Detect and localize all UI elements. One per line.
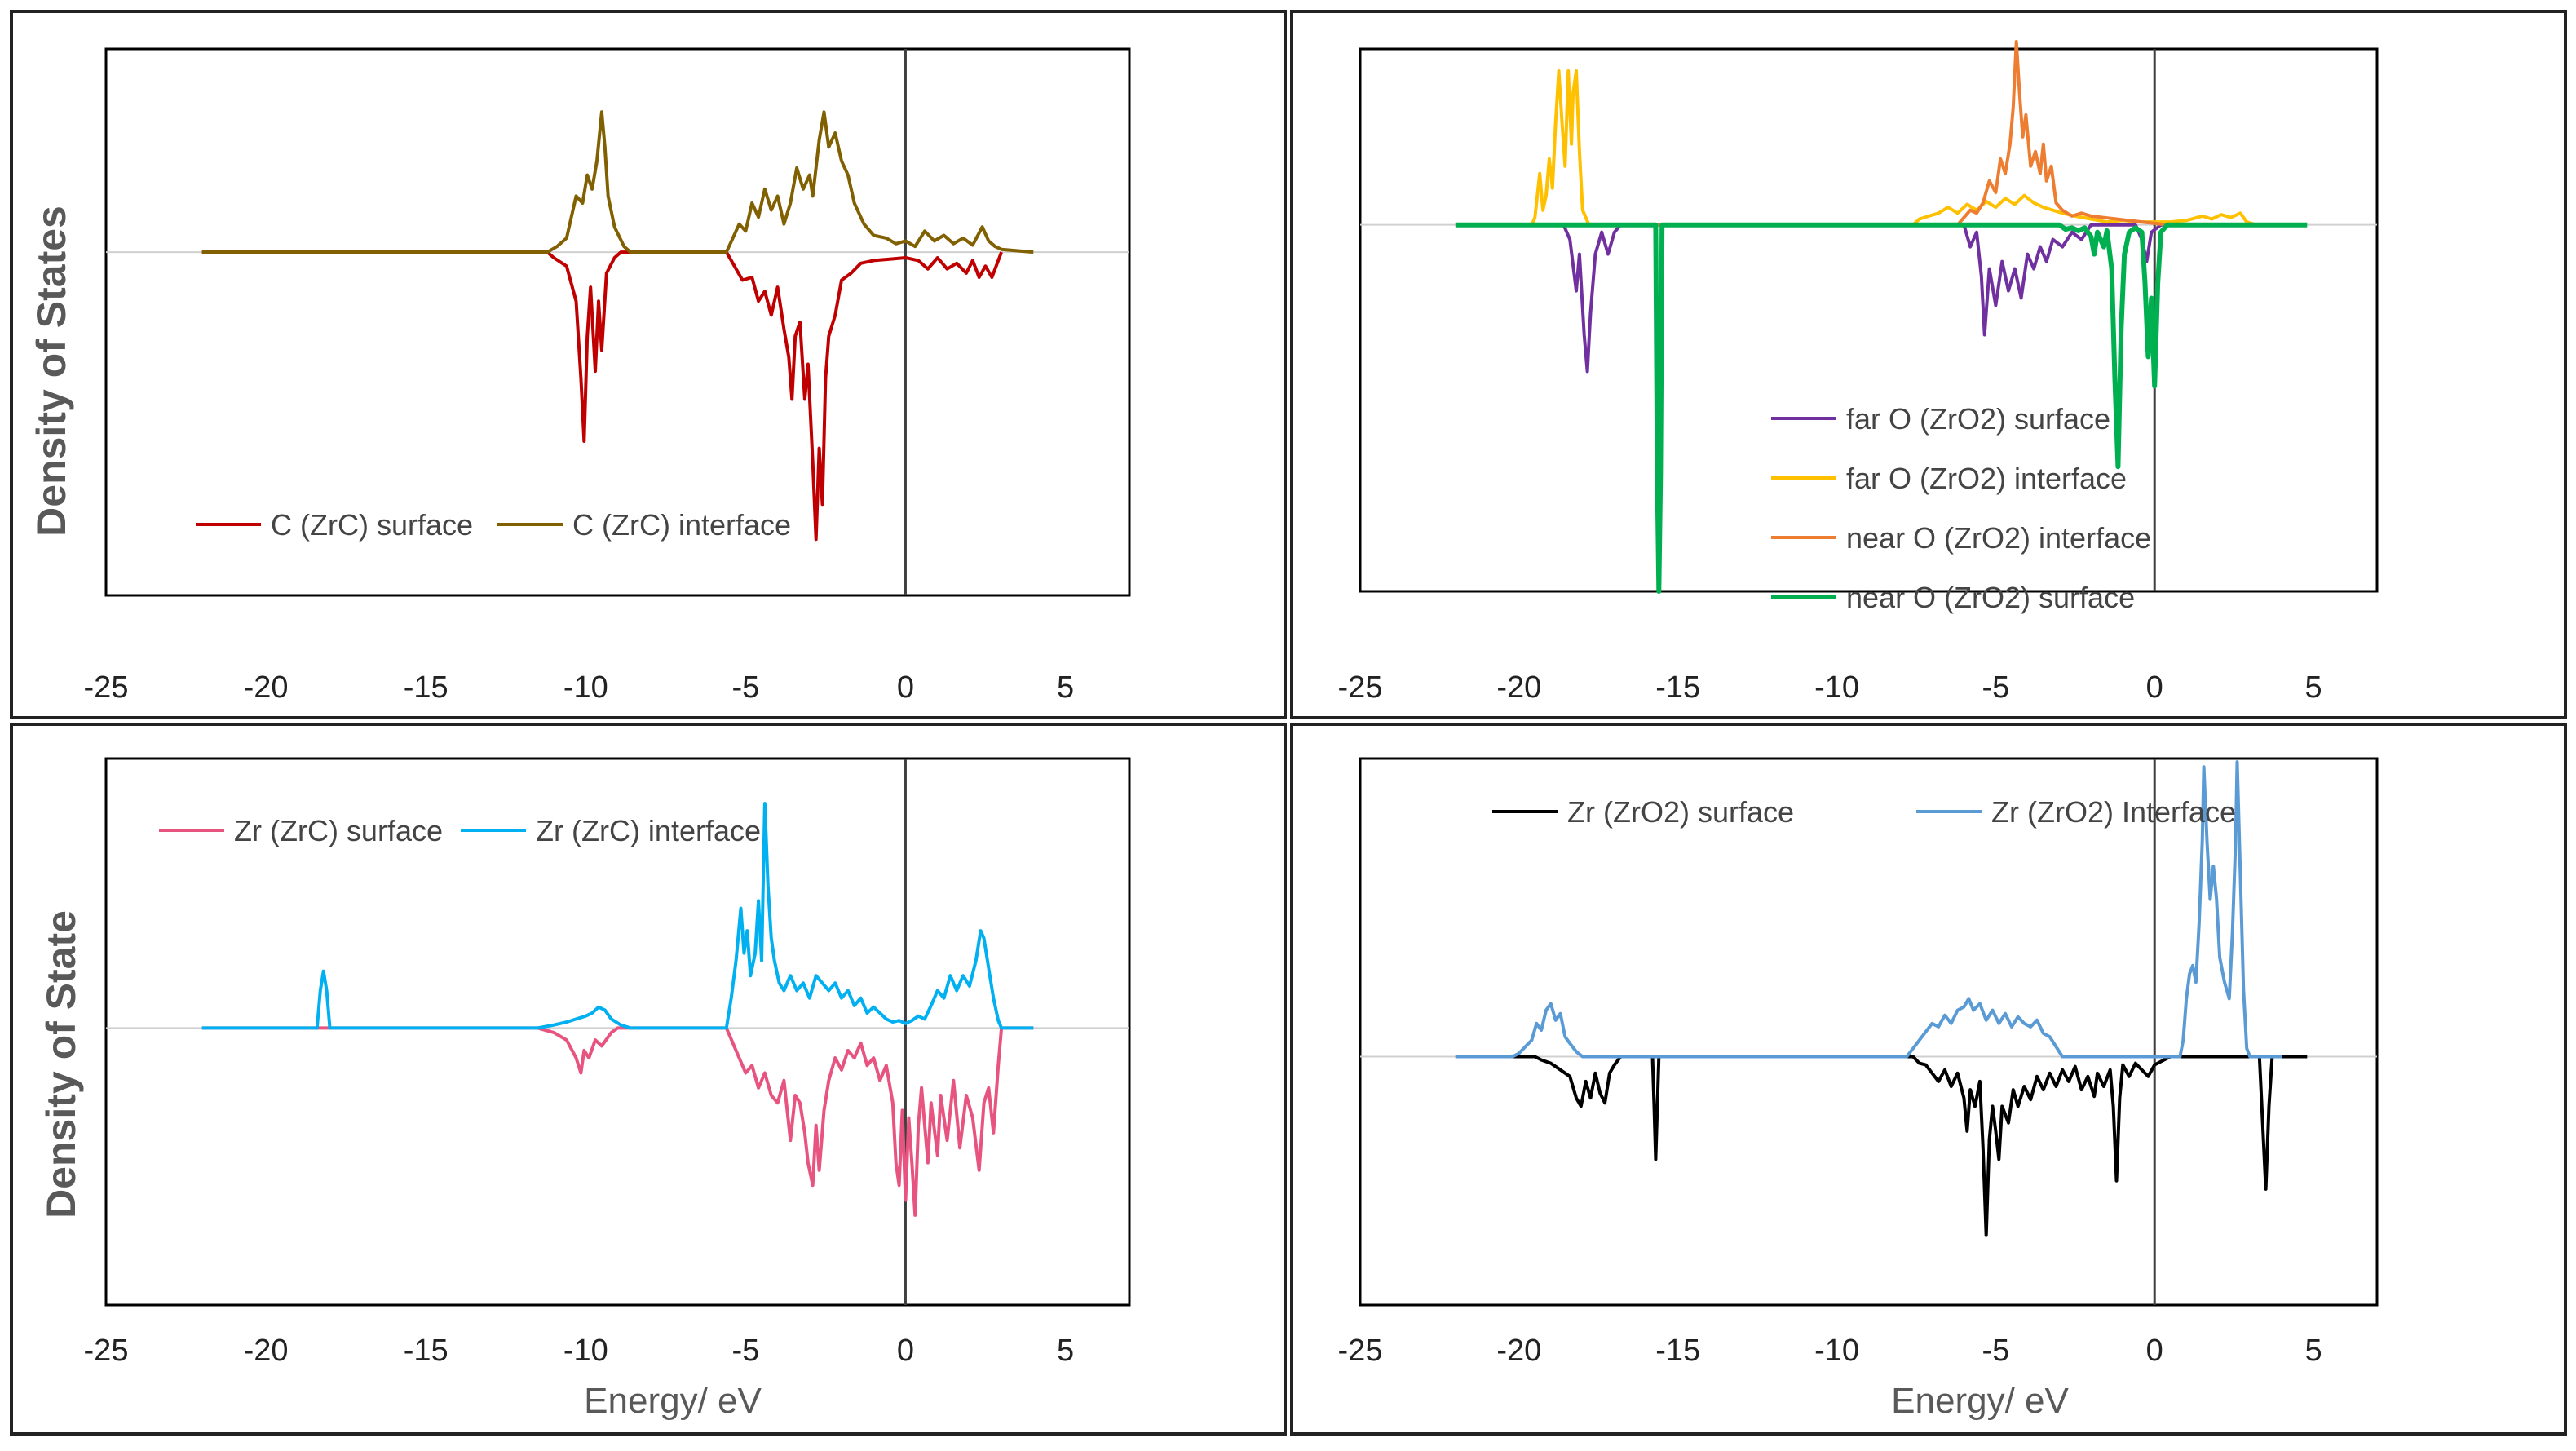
x-tick-label: -20 <box>1496 1334 1541 1368</box>
plot-area <box>104 47 1131 597</box>
x-tick-label: -15 <box>404 670 448 705</box>
x-tick-label: -10 <box>1814 1334 1859 1368</box>
chart-c-zrc: Density of States -25 -20 -15 -10 -5 0 5 C (ZrC… <box>29 47 1131 705</box>
legend-label: C (ZrC) surface <box>271 508 473 542</box>
x-tick-label: -5 <box>1982 1334 2009 1368</box>
series-line-1 <box>201 250 1003 542</box>
x-tick-label: 0 <box>897 670 914 705</box>
x-tick-label: -15 <box>1655 670 1700 705</box>
y-axis-label: Density of States <box>29 206 74 537</box>
y-axis-label: Density of State <box>38 910 84 1219</box>
x-tick-label: -20 <box>1496 670 1541 705</box>
x-tick-label: -20 <box>244 1334 289 1368</box>
legend-label: Zr (ZrC) surface <box>234 814 443 847</box>
x-tick-label: -5 <box>731 1334 759 1368</box>
series-line-2 <box>201 802 1034 1030</box>
x-tick-label: -10 <box>1814 670 1859 705</box>
x-tick-label: -15 <box>404 1334 448 1368</box>
legend-label: far O (ZrO2) surface <box>1846 402 2110 436</box>
panel-frame-top-right <box>1290 10 2567 719</box>
series-line-2 <box>1455 760 2282 1059</box>
x-tick-label: -25 <box>1338 670 1383 705</box>
panel-frame-bottom-right <box>1290 723 2567 1436</box>
x-tick-label: 5 <box>2304 1334 2322 1368</box>
x-tick-label: 5 <box>2304 670 2322 705</box>
x-tick-label: 0 <box>2146 1334 2163 1368</box>
legend: C (ZrC) surface C (ZrC) interface <box>196 508 791 542</box>
x-tick-label: -5 <box>731 670 759 705</box>
x-tick-label: -10 <box>563 1334 608 1368</box>
x-tick-label: -20 <box>244 670 289 705</box>
legend: Zr (ZrC) surface Zr (ZrC) interface <box>159 814 761 847</box>
x-tick-label: -25 <box>84 1334 129 1368</box>
x-tick-label: -15 <box>1655 1334 1700 1368</box>
series-line-2 <box>201 110 1034 254</box>
series-line-1 <box>1455 1055 2308 1237</box>
legend-label: Zr (ZrC) interface <box>536 814 761 847</box>
x-tick-label: 5 <box>1057 670 1074 705</box>
series-line-4 <box>1455 222 2308 594</box>
legend-label: near O (ZrO2) surface <box>1846 581 2135 614</box>
x-tick-label: -25 <box>84 670 129 705</box>
legend: far O (ZrO2) surface far O (ZrO2) interfa… <box>1771 402 2151 614</box>
series-line-3 <box>1455 40 2168 227</box>
plot-area <box>1359 47 2379 593</box>
x-tick-label: 0 <box>897 1334 914 1368</box>
x-tick-label: -25 <box>1338 1334 1383 1368</box>
panel-frame-top-left <box>10 10 1287 719</box>
legend-label: Zr (ZrO2) Interface <box>1991 795 2236 829</box>
x-tick-label: -5 <box>1982 670 2009 705</box>
legend-label: C (ZrC) interface <box>572 508 791 542</box>
x-tick-label: 5 <box>1057 1334 1074 1368</box>
panel-frame-bottom-left <box>10 723 1287 1436</box>
x-tick-label: 0 <box>2146 670 2163 705</box>
plot-area <box>104 757 1131 1307</box>
chart-zr-zrc: Density of State Energy/ eV -25 -20 -15 -10… <box>38 757 1131 1421</box>
x-axis-label: Energy/ eV <box>1891 1381 2069 1421</box>
legend-label: near O (ZrO2) interface <box>1846 521 2151 555</box>
series-line-1 <box>201 1026 1034 1217</box>
series-line-2 <box>1455 69 2304 227</box>
legend-label: Zr (ZrO2) surface <box>1567 795 1794 829</box>
legend-label: far O (ZrO2) interface <box>1846 462 2127 495</box>
plot-area <box>1359 757 2379 1307</box>
x-tick-label: -10 <box>563 670 608 705</box>
chart-zr-zro2: Energy/ eV -25 -20 -15 -10 -5 0 5 Zr (ZrO2) sur… <box>1338 757 2379 1421</box>
x-axis-label: Energy/ eV <box>584 1381 762 1421</box>
legend: Zr (ZrO2) surface Zr (ZrO2) Interface <box>1492 795 2236 829</box>
